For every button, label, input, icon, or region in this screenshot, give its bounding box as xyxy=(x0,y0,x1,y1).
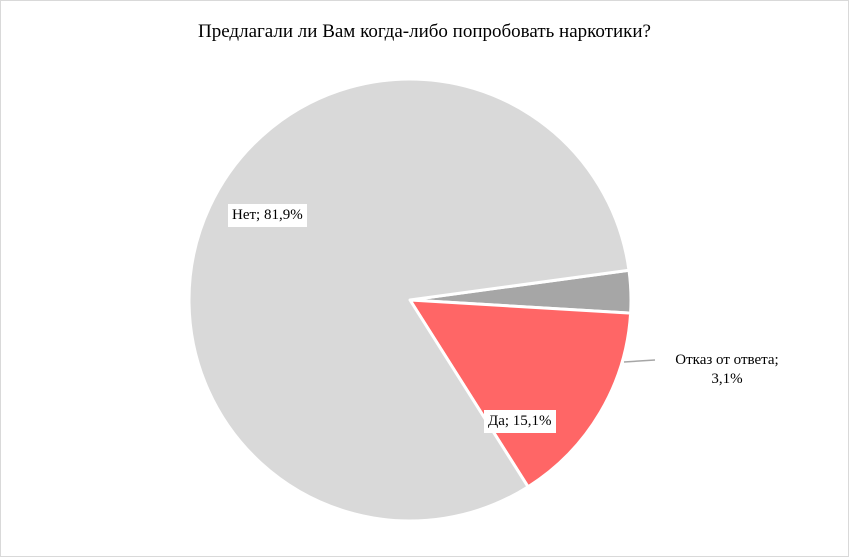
pie-slices xyxy=(187,77,633,523)
slice-label-refusal: Отказ от ответа; 3,1% xyxy=(653,351,801,389)
slice-label-no: Нет; 81,9% xyxy=(228,204,307,227)
slice-label-yes: Да; 15,1% xyxy=(484,410,556,433)
pie-slice-no xyxy=(187,77,631,523)
slice-label-refusal-line1: Отказ от ответа; xyxy=(675,352,779,368)
chart-title: Предлагали ли Вам когда-либо попробовать… xyxy=(198,21,651,42)
slice-label-refusal-line2: 3,1% xyxy=(711,371,743,387)
pie-slice-yes xyxy=(408,298,633,489)
leader-line-refusal xyxy=(623,359,656,363)
